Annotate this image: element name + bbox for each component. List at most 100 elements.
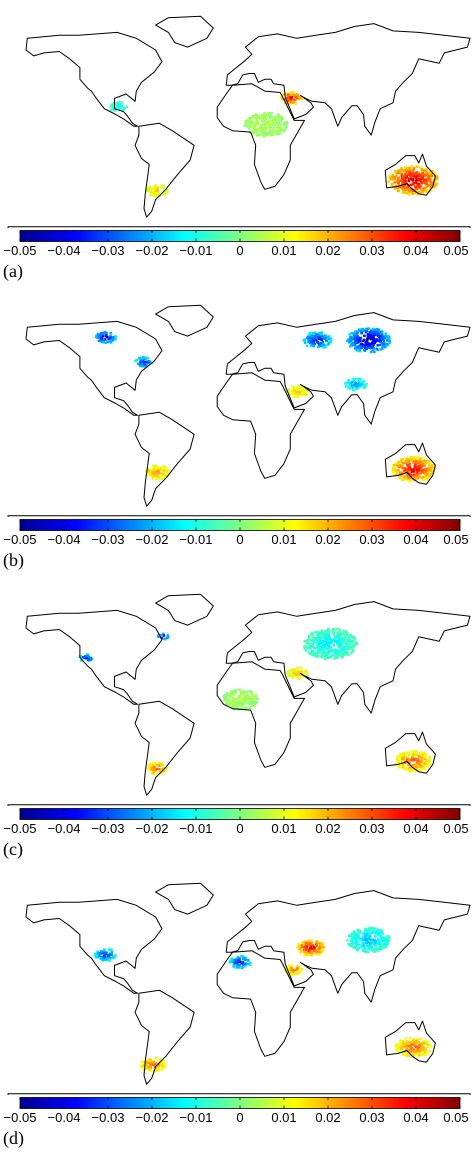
anomaly-pixel bbox=[422, 1039, 426, 1043]
anomaly-pixel bbox=[353, 330, 357, 334]
anomaly-pixel bbox=[329, 654, 333, 657]
anomaly-pixel bbox=[342, 640, 346, 643]
anomaly-pixel bbox=[403, 1042, 407, 1045]
anomaly-pixel bbox=[297, 393, 300, 396]
anomaly-pixel bbox=[352, 338, 355, 341]
anomaly-pixel bbox=[301, 941, 304, 945]
anomaly-pixel bbox=[411, 172, 415, 175]
anomaly-pixel bbox=[223, 696, 226, 700]
anomaly-pixel bbox=[347, 381, 351, 384]
anomaly-pixel bbox=[104, 958, 107, 961]
anomaly-pixel bbox=[349, 943, 352, 946]
anomaly-pixel bbox=[363, 386, 366, 389]
anomaly-pixel bbox=[248, 124, 252, 127]
anomaly-pixel bbox=[423, 189, 427, 192]
anomaly-pixel bbox=[363, 946, 367, 950]
anomaly-pixel bbox=[289, 98, 293, 101]
anomaly-pixel bbox=[310, 650, 314, 653]
anomaly-pixel bbox=[96, 950, 99, 953]
anomaly-pixel bbox=[150, 764, 153, 767]
anomaly-pixel bbox=[330, 649, 333, 652]
anomaly-pixel bbox=[103, 338, 107, 341]
anomaly-pixel bbox=[319, 951, 323, 955]
anomaly-pixel bbox=[425, 171, 429, 174]
anomaly-pixel bbox=[407, 753, 411, 757]
anomaly-pixel bbox=[421, 471, 425, 474]
anomaly-pixel bbox=[101, 334, 105, 338]
anomaly-pixel bbox=[411, 189, 415, 192]
anomaly-pixel bbox=[393, 181, 396, 184]
anomaly-pixel bbox=[352, 941, 356, 944]
anomaly-pixel bbox=[428, 474, 431, 478]
anomaly-pixel bbox=[101, 952, 104, 955]
anomaly-pixel bbox=[405, 175, 409, 179]
coastline-africa bbox=[216, 372, 305, 479]
anomaly-pixel bbox=[302, 388, 306, 391]
anomaly-pixel bbox=[229, 959, 233, 962]
anomaly-pixel bbox=[407, 186, 410, 189]
anomaly-pixel bbox=[336, 653, 340, 656]
anomaly-pixel bbox=[313, 640, 316, 644]
coastline-africa bbox=[216, 661, 305, 768]
anomaly-pixel bbox=[415, 176, 418, 179]
colorbar-tick-label: −0.02 bbox=[135, 1110, 169, 1125]
anomaly-pixel bbox=[380, 944, 384, 947]
anomaly-pixel bbox=[349, 634, 353, 637]
anomaly-pixel bbox=[232, 701, 236, 705]
anomaly-pixel bbox=[393, 170, 397, 173]
anomaly-pixel bbox=[271, 121, 275, 124]
anomaly-pixel bbox=[421, 476, 424, 479]
anomaly-pixel bbox=[238, 707, 241, 710]
anomaly-pixel bbox=[301, 675, 304, 678]
anomaly-pixel bbox=[427, 175, 431, 179]
anomaly-pixel bbox=[360, 944, 363, 947]
anomaly-pixel bbox=[264, 134, 268, 137]
anomaly-pixel bbox=[351, 635, 354, 638]
anomaly-pixel bbox=[305, 953, 308, 956]
anomaly-pixel bbox=[386, 936, 389, 939]
anomaly-pixel bbox=[383, 335, 387, 338]
colorbar-tick-label: 0.05 bbox=[443, 243, 469, 258]
anomaly-pixel bbox=[305, 640, 309, 643]
anomaly-pixel bbox=[367, 927, 370, 930]
anomaly-pixel bbox=[314, 943, 318, 946]
anomaly-pixel bbox=[407, 189, 411, 193]
anomaly-pixel bbox=[408, 761, 411, 764]
anomaly-pixel bbox=[88, 657, 92, 660]
anomaly-pixel bbox=[309, 341, 312, 345]
anomaly-pixel bbox=[318, 942, 322, 945]
anomaly-pixel bbox=[244, 699, 248, 702]
anomaly-pixel bbox=[402, 189, 405, 192]
anomaly-pixel bbox=[356, 338, 359, 341]
anomaly-pixel bbox=[141, 1064, 144, 1067]
anomaly-pixel bbox=[423, 755, 427, 758]
anomaly-pixel bbox=[100, 956, 103, 960]
anomaly-pixel bbox=[388, 936, 391, 939]
anomaly-pixel bbox=[393, 474, 397, 477]
anomaly-pixel bbox=[360, 328, 363, 331]
anomaly-pixel bbox=[364, 343, 368, 346]
anomaly-pixel bbox=[336, 631, 339, 634]
anomaly-pixel bbox=[321, 340, 324, 344]
anomaly-pixel bbox=[162, 472, 165, 476]
anomaly-pixel bbox=[356, 331, 359, 334]
anomaly-pixel bbox=[294, 386, 297, 390]
anomaly-pixel bbox=[357, 377, 361, 381]
anomaly-pixel bbox=[398, 169, 401, 172]
anomaly-pixel bbox=[428, 1049, 431, 1053]
anomaly-pixel bbox=[382, 946, 386, 949]
anomaly-pixel bbox=[329, 340, 332, 344]
anomaly-pixel bbox=[348, 345, 352, 348]
anomaly-pixel bbox=[311, 944, 314, 947]
anomaly-pixel bbox=[316, 644, 320, 648]
anomaly-pixel bbox=[417, 468, 421, 471]
coastline-antarctica bbox=[7, 515, 471, 517]
anomaly-pixel bbox=[366, 342, 370, 345]
anomaly-pixel bbox=[405, 468, 409, 471]
anomaly-pixel bbox=[382, 939, 385, 942]
anomaly-pixel bbox=[103, 954, 106, 958]
anomaly-pixel bbox=[353, 341, 357, 344]
anomaly-pixel bbox=[234, 958, 237, 962]
anomaly-pixel bbox=[293, 99, 297, 102]
anomaly-pixel bbox=[310, 340, 314, 344]
